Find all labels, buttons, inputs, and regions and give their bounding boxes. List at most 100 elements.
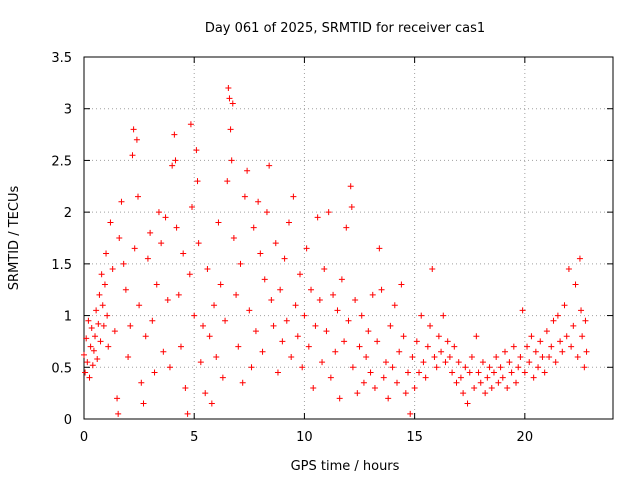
data-point <box>118 198 125 205</box>
data-point <box>274 369 281 376</box>
data-point <box>155 209 162 216</box>
data-point <box>405 369 412 376</box>
data-point <box>552 359 559 366</box>
data-point <box>537 338 544 345</box>
data-point <box>371 384 378 391</box>
data-point <box>506 359 513 366</box>
data-point <box>310 384 317 391</box>
data-point <box>411 384 418 391</box>
axis-ticks: 0 5 10 15 20 0 0.5 1 1.5 2 2.5 3 3.5 <box>51 51 613 445</box>
data-point <box>574 353 581 360</box>
data-points <box>81 85 590 417</box>
data-point <box>460 390 467 397</box>
data-point <box>513 379 520 386</box>
data-point <box>570 322 577 329</box>
chart-title: Day 061 of 2025, SRMTID for receiver cas… <box>205 21 485 36</box>
data-point <box>85 317 92 324</box>
data-point <box>557 338 564 345</box>
data-point <box>365 328 372 335</box>
data-point <box>147 229 154 236</box>
data-point <box>352 297 359 304</box>
data-point <box>532 348 539 355</box>
data-point <box>316 297 323 304</box>
data-point <box>332 348 339 355</box>
data-point <box>539 353 546 360</box>
data-point <box>493 353 500 360</box>
data-point <box>149 317 156 324</box>
data-point <box>115 410 122 417</box>
data-point <box>409 353 416 360</box>
data-point <box>230 235 237 241</box>
data-point <box>581 364 588 371</box>
data-point <box>187 121 194 128</box>
data-point <box>105 343 112 350</box>
data-point <box>482 390 489 397</box>
data-point <box>100 322 107 329</box>
data-point <box>266 162 273 169</box>
data-point <box>541 369 548 376</box>
data-point <box>219 374 226 381</box>
data-point <box>299 364 306 371</box>
plot-frame <box>83 56 614 420</box>
data-point <box>182 384 189 391</box>
data-point <box>222 317 229 324</box>
data-point <box>225 85 232 92</box>
data-point <box>550 317 557 324</box>
data-point <box>82 369 89 376</box>
data-point <box>116 235 123 241</box>
data-point <box>356 343 363 350</box>
data-point <box>131 245 138 252</box>
data-point <box>259 348 266 355</box>
data-point <box>122 286 129 293</box>
data-point <box>125 353 132 360</box>
data-point <box>479 359 486 366</box>
data-point <box>453 379 460 386</box>
data-point <box>261 276 268 283</box>
data-point <box>579 333 586 340</box>
data-point <box>554 312 561 319</box>
data-point <box>451 343 458 350</box>
data-point <box>130 126 137 133</box>
data-point <box>376 245 383 252</box>
y-tick-label: 3.5 <box>51 51 72 66</box>
data-point <box>446 353 453 360</box>
data-point <box>92 333 99 340</box>
data-point <box>471 384 478 391</box>
data-point <box>524 343 531 350</box>
data-point <box>206 333 213 340</box>
data-point <box>120 260 127 267</box>
data-point <box>195 240 202 247</box>
data-point <box>111 328 118 335</box>
data-point <box>510 343 517 350</box>
data-point <box>103 250 110 257</box>
data-point <box>277 286 284 293</box>
data-point <box>180 250 187 257</box>
data-point <box>153 281 160 288</box>
data-point <box>345 317 352 324</box>
data-point <box>213 353 220 360</box>
data-point <box>323 328 330 335</box>
data-point <box>90 347 97 354</box>
data-point <box>173 224 180 231</box>
data-point <box>561 302 568 309</box>
data-point <box>252 328 259 335</box>
data-point <box>319 359 326 366</box>
data-point <box>484 374 491 381</box>
data-point <box>107 219 114 226</box>
data-point <box>104 312 111 319</box>
data-point <box>81 351 87 358</box>
data-point <box>237 260 244 267</box>
data-point <box>133 136 140 143</box>
data-point <box>565 266 572 273</box>
data-point <box>396 348 403 355</box>
data-point <box>477 379 484 386</box>
data-point <box>508 369 515 376</box>
data-point <box>499 374 506 381</box>
data-point <box>385 395 392 402</box>
data-point <box>338 276 345 283</box>
data-point <box>224 178 231 185</box>
data-point <box>129 152 136 159</box>
data-point <box>164 297 171 304</box>
data-point <box>457 374 464 381</box>
data-point <box>576 255 583 262</box>
